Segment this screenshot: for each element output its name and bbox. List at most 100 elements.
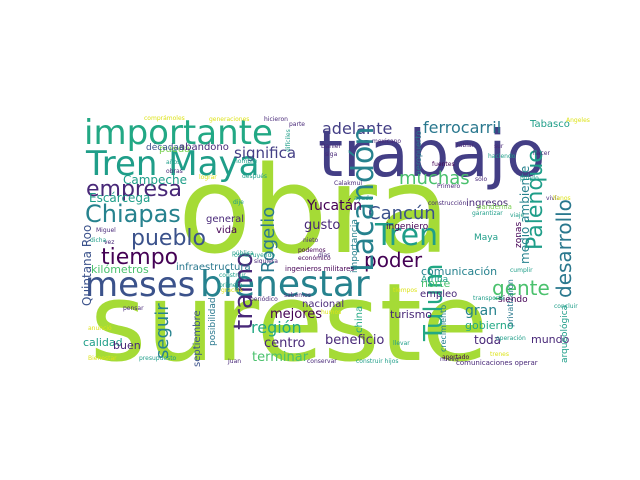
cloud-word: medio ambiente bbox=[518, 166, 532, 264]
cloud-word: importancia bbox=[350, 219, 360, 273]
cloud-word: difíciles bbox=[285, 129, 292, 152]
cloud-word: lograr bbox=[199, 174, 217, 181]
cloud-word: Bienestar bbox=[88, 355, 117, 362]
cloud-word: anunció bbox=[88, 325, 112, 332]
cloud-word: Tren Maya bbox=[85, 144, 259, 184]
cloud-word: terminar bbox=[252, 350, 309, 365]
cloud-word: Calakmul bbox=[334, 180, 362, 187]
cloud-word: Maya bbox=[474, 233, 498, 243]
cloud-word: nieto bbox=[303, 237, 319, 244]
cloud-word: llanos bbox=[553, 195, 571, 202]
cloud-word: Primero bbox=[437, 183, 461, 190]
cloud-word: presupuesto bbox=[139, 355, 177, 362]
cloud-word: humos bbox=[321, 309, 341, 316]
cloud-word: siendo bbox=[498, 295, 528, 305]
cloud-word: Cancún bbox=[368, 203, 436, 224]
cloud-word: concluir bbox=[554, 303, 578, 310]
cloud-word: toda bbox=[474, 333, 501, 347]
cloud-word: gracias bbox=[221, 287, 243, 294]
cloud-word: mexicano bbox=[372, 138, 401, 145]
cloud-word: construir bbox=[219, 272, 246, 279]
cloud-word: sur bbox=[494, 143, 504, 150]
cloud-word: nombre bbox=[234, 158, 257, 165]
cloud-word: pública bbox=[232, 250, 254, 257]
cloud-word: buen bbox=[113, 339, 141, 352]
cloud-word: arqueológica bbox=[559, 305, 570, 363]
cloud-word: tiempo bbox=[101, 245, 178, 270]
cloud-word: comunicación bbox=[421, 265, 497, 278]
cloud-word: pandemia bbox=[477, 203, 512, 211]
cloud-word: infraestructura bbox=[176, 262, 251, 273]
cloud-word: aportado bbox=[442, 354, 469, 361]
cloud-word: tiempos bbox=[393, 287, 417, 294]
cloud-word: construir hijos bbox=[356, 358, 399, 365]
cloud-word: fuentes bbox=[432, 161, 455, 168]
cloud-word: años bbox=[166, 159, 180, 166]
word-cloud-words: obrasurestetrabajoimportantebienestarTre… bbox=[80, 113, 590, 386]
cloud-word: sabemos bbox=[284, 292, 311, 299]
cloud-word: Angeles bbox=[566, 117, 590, 124]
cloud-word: calidad bbox=[83, 336, 123, 349]
cloud-word: beneficio bbox=[325, 333, 384, 348]
cloud-word: haciendo bbox=[488, 153, 516, 160]
cloud-word: Arriba bbox=[421, 275, 448, 285]
cloud-word: operación bbox=[496, 335, 526, 342]
cloud-word: turismo bbox=[390, 308, 432, 321]
cloud-word: conservar bbox=[307, 358, 337, 365]
cloud-word: kilómetros bbox=[91, 263, 149, 276]
cloud-word: desarrollo bbox=[552, 199, 576, 298]
cloud-word: sólo bbox=[475, 176, 487, 183]
cloud-word: Campeche bbox=[123, 173, 187, 187]
cloud-word: Daniel bbox=[321, 143, 340, 150]
cloud-word: siga bbox=[325, 151, 338, 158]
cloud-word: Escárcega bbox=[89, 191, 150, 205]
cloud-word: Palenque bbox=[523, 149, 548, 250]
cloud-word: posibilidad bbox=[208, 297, 218, 346]
cloud-word: adelante bbox=[322, 119, 392, 138]
cloud-word: muchas bbox=[399, 168, 470, 189]
cloud-word: generaciones bbox=[209, 116, 249, 123]
cloud-word: ingeniero bbox=[386, 222, 429, 232]
cloud-word: importante bbox=[84, 113, 273, 153]
cloud-word: ayuda bbox=[354, 195, 373, 202]
cloud-word: Juan bbox=[227, 358, 241, 365]
cloud-word: primera bbox=[219, 282, 243, 289]
cloud-word: gusto bbox=[304, 218, 340, 233]
cloud-word: tramo bbox=[229, 252, 259, 330]
cloud-word: crecimiento bbox=[439, 305, 448, 352]
cloud-word: podemos bbox=[298, 247, 326, 254]
cloud-word: obras bbox=[166, 168, 183, 175]
cloud-word: comunicaciones operar bbox=[456, 359, 538, 367]
cloud-word: garantizar bbox=[472, 210, 503, 217]
cloud-word: dije bbox=[233, 199, 244, 206]
cloud-word: vivía bbox=[546, 195, 560, 202]
cloud-word: vez bbox=[104, 239, 114, 246]
cloud-word: obra bbox=[178, 142, 450, 281]
cloud-word: región bbox=[251, 318, 302, 337]
cloud-word: meses bbox=[85, 265, 195, 305]
cloud-word: hablar bbox=[455, 142, 475, 149]
cloud-word: china bbox=[354, 306, 365, 333]
cloud-word: Rogelio bbox=[258, 207, 279, 273]
cloud-word: económico bbox=[298, 255, 331, 262]
cloud-word: parte bbox=[289, 121, 305, 128]
cloud-word: gente bbox=[492, 276, 550, 300]
cloud-word: transporte bbox=[473, 295, 505, 302]
cloud-word: puedo bbox=[520, 175, 539, 182]
cloud-word: gobierno bbox=[465, 319, 514, 332]
cloud-word: viaje bbox=[510, 212, 525, 219]
cloud-word: significa bbox=[234, 144, 296, 162]
cloud-word: sureste bbox=[90, 261, 488, 386]
cloud-word: pueblo bbox=[131, 226, 206, 251]
cloud-word: poder bbox=[364, 248, 423, 272]
cloud-word: abandono bbox=[179, 142, 229, 153]
cloud-word: Miguel bbox=[96, 227, 116, 234]
cloud-word: Lacandón bbox=[346, 127, 381, 272]
cloud-word: Chiapas bbox=[85, 200, 181, 228]
cloud-word: días bbox=[318, 252, 330, 259]
cloud-word: general bbox=[206, 214, 244, 225]
cloud-word: trabajo bbox=[318, 118, 545, 192]
cloud-word: cumplir bbox=[510, 267, 533, 274]
cloud-word: centro bbox=[264, 336, 306, 351]
